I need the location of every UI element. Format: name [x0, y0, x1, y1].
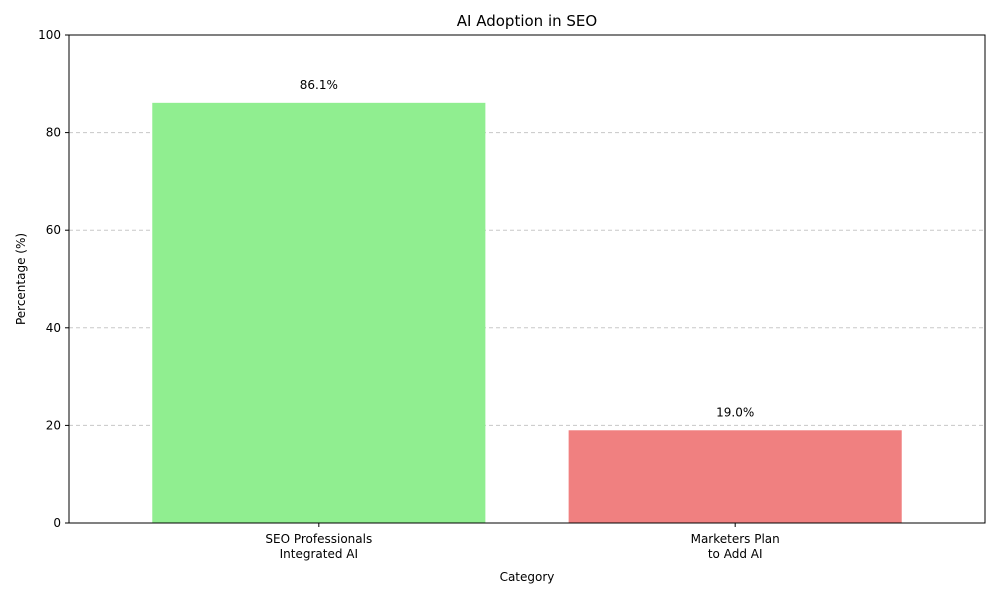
data-labels: 86.1% 19.0% — [300, 78, 754, 419]
y-tick-label: 20 — [46, 418, 61, 432]
plot-frame — [68, 34, 986, 524]
x-tick-label: Marketers Plan — [691, 532, 780, 546]
y-tick-label: 80 — [46, 126, 61, 140]
chart-title: AI Adoption in SEO — [457, 12, 597, 30]
grid-lines — [69, 132, 985, 426]
y-tick-label: 0 — [53, 516, 61, 530]
bar-value-label: 19.0% — [716, 405, 754, 419]
bars — [152, 102, 902, 523]
bar-value-label: 86.1% — [300, 78, 338, 92]
y-axis-label: Percentage (%) — [14, 233, 28, 325]
y-tick-label: 60 — [46, 223, 61, 237]
x-tick-label: to Add AI — [708, 547, 763, 561]
bar — [568, 430, 902, 523]
y-tick-label: 100 — [38, 28, 61, 42]
x-tick-label: SEO Professionals — [265, 532, 372, 546]
x-axis-label: Category — [500, 570, 555, 584]
bar — [152, 102, 486, 523]
x-tick-label: Integrated AI — [280, 547, 358, 561]
y-tick-label: 40 — [46, 321, 61, 335]
y-axis-ticks: 0 20 40 60 80 100 — [38, 28, 69, 530]
